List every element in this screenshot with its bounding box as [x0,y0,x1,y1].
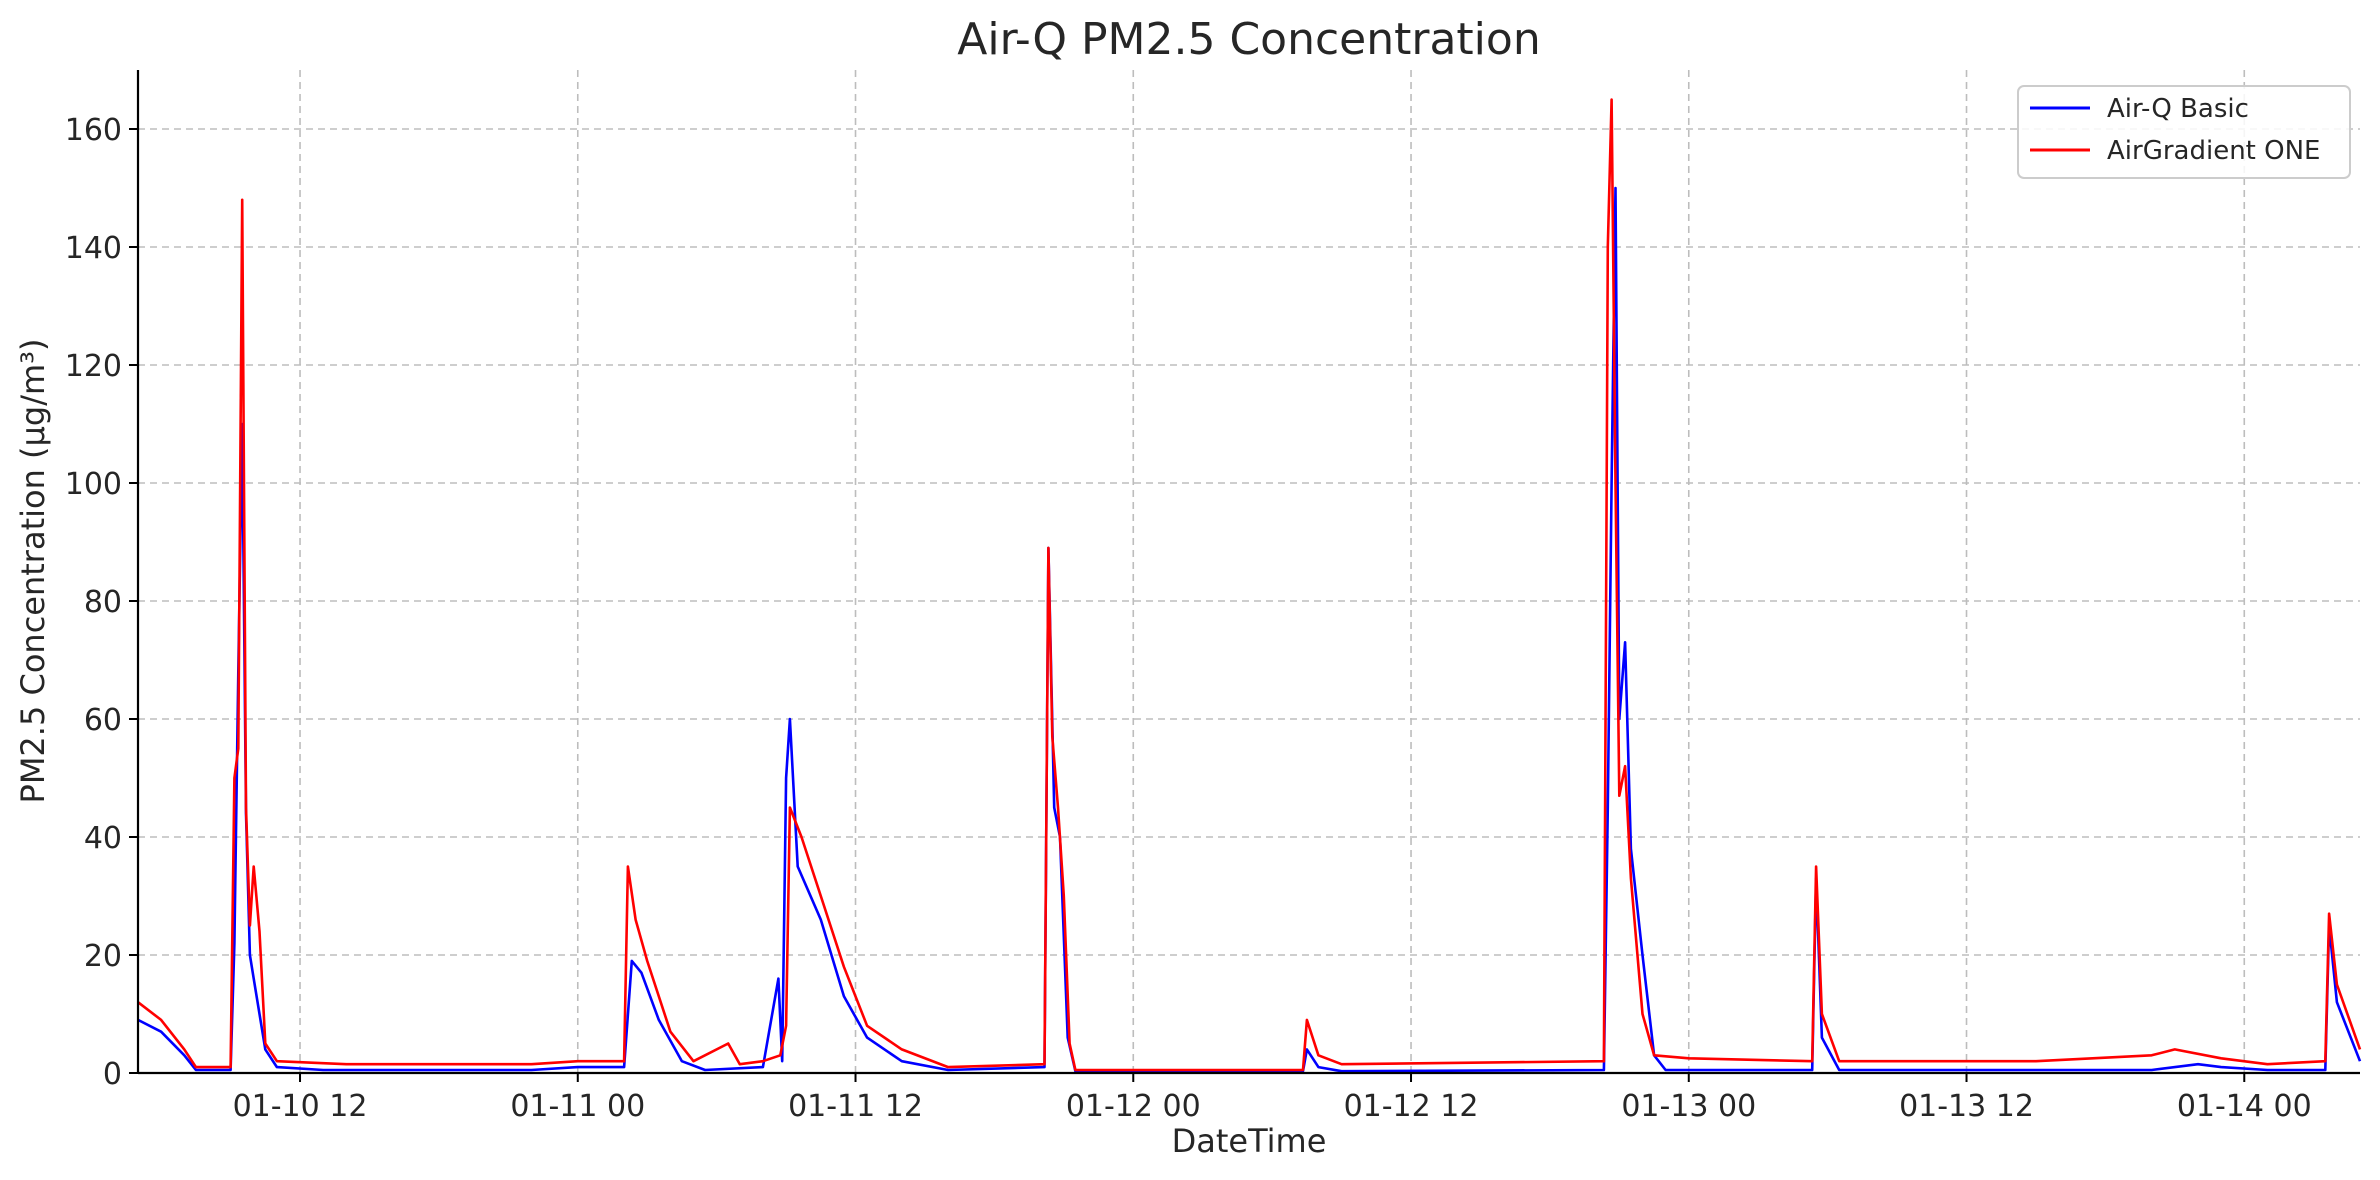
y-tick-label: 80 [84,585,122,620]
y-tick-label: 160 [65,113,122,148]
y-tick-label: 100 [65,467,122,502]
plot-area [137,98,2362,1073]
y-tick-label: 0 [103,1057,122,1092]
legend: Air-Q Basic AirGradient ONE [2017,85,2351,179]
y-tick-label: 40 [84,821,122,856]
x-tick-label: 01-13 12 [1899,1089,2034,1124]
chart-title: Air-Q PM2.5 Concentration [957,14,1540,65]
legend-label-air-q-basic: Air-Q Basic [2107,94,2249,124]
grid [138,70,2360,1073]
x-axis: 01-10 12 01-11 00 01-11 12 01-12 00 01-12 12… [233,1073,2312,1124]
x-axis-label: DateTime [1172,1122,1327,1160]
series-line-airgradient-one [137,98,2362,1072]
y-tick-label: 140 [65,231,122,266]
x-tick-label: 01-11 00 [510,1089,645,1124]
series-line-air-q-basic [137,186,2362,1073]
x-tick-label: 01-12 12 [1344,1089,1479,1124]
y-tick-label: 20 [84,939,122,974]
x-tick-label: 01-11 12 [788,1089,923,1124]
x-tick-label: 01-12 00 [1066,1089,1201,1124]
legend-label-airgradient-one: AirGradient ONE [2107,136,2320,166]
x-tick-label: 01-10 12 [233,1089,368,1124]
y-axis-label: PM2.5 Concentration (µg/m³) [14,339,52,804]
x-tick-label: 01-14 00 [2177,1089,2312,1124]
y-tick-label: 120 [65,349,122,384]
legend-box [2017,85,2351,179]
y-tick-label: 60 [84,703,122,738]
x-tick-label: 01-13 00 [1621,1089,1756,1124]
y-axis: 0 20 40 60 80 100 120 140 160 [65,113,138,1092]
